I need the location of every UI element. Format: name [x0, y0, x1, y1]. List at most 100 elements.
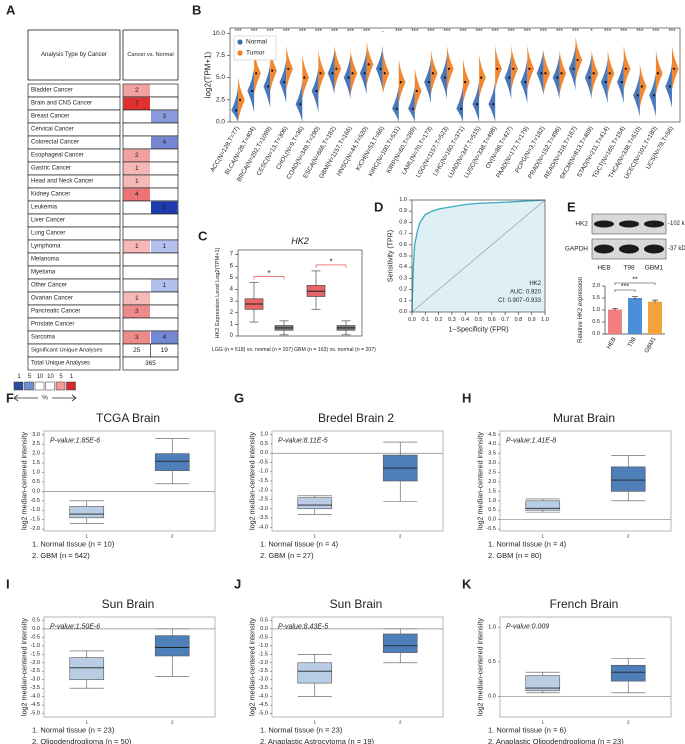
median-dot [459, 107, 463, 110]
y-tick-label: -1.5 [30, 651, 40, 657]
violin [617, 59, 624, 104]
legend-swatch [24, 381, 34, 391]
y-tick-label: 0.0 [592, 331, 600, 337]
row-name: Sarcoma [31, 335, 56, 341]
cell-value: 2 [135, 152, 139, 159]
row-name: Gastric Cancer [31, 166, 71, 172]
legend-tick: 1 [70, 374, 74, 380]
median-dot [427, 80, 430, 84]
heat-cell [123, 240, 150, 253]
legend-marker [237, 39, 243, 45]
y-tick-label: -2.5 [258, 497, 268, 503]
cell-value: 7 [135, 100, 139, 107]
median-dot [271, 69, 274, 72]
legend-tick: 10 [47, 374, 54, 380]
header-text: Cancer vs. Normal [127, 52, 173, 58]
y-tick-label: -0.5 [30, 634, 40, 640]
median-dot [492, 103, 495, 106]
violin [440, 54, 447, 99]
significance: *** [572, 29, 580, 35]
y-tick-label: 0.0 [260, 626, 268, 632]
significance: *** [636, 29, 644, 35]
cell-value: 3 [135, 334, 139, 341]
median-dot [250, 89, 254, 93]
x-tick-label: 0.8 [515, 317, 523, 323]
median-dot [335, 67, 338, 70]
x-tick-label: 0.0 [408, 317, 416, 323]
y-tick-label: -3.5 [258, 515, 268, 521]
violin [343, 54, 351, 99]
median-dot [512, 67, 515, 70]
roc-curve [411, 199, 546, 313]
x-tick-label: 2 [399, 534, 402, 539]
box [154, 453, 190, 471]
row-name: Lymphoma [31, 244, 61, 250]
blot-band [619, 220, 639, 228]
median-dot [592, 72, 595, 75]
significance: *** [460, 29, 468, 35]
row-name: Ovarian Cancer [31, 296, 73, 302]
median-dot [299, 103, 302, 106]
error-bar [652, 299, 658, 304]
y-tick-label: 0.5 [260, 441, 268, 447]
chart-title: TCGA Brain [96, 411, 160, 425]
cell-value: 8 [162, 204, 166, 211]
y-tick-label: 6 [230, 263, 234, 269]
group-label: GBM (n = 163) vs. normal (n = 207) [294, 347, 376, 353]
y-tick-label: -0.5 [258, 459, 268, 465]
violin [552, 54, 560, 99]
blot-band [644, 220, 664, 228]
median-dot [351, 72, 354, 75]
y-tick-label: 0.9 [399, 208, 407, 214]
x-tick-label: 0.3 [448, 317, 456, 323]
row-name: Colorectal Cancer [31, 140, 79, 146]
y-tick-label: 3.5 [488, 451, 496, 457]
y-tick-label: 3.0 [488, 460, 496, 466]
significance: *** [251, 29, 259, 35]
y-tick-label: 0.5 [32, 479, 40, 485]
cell-value: 1 [135, 243, 139, 250]
x-tick-label: 0.1 [421, 317, 429, 323]
cell-value: 3 [135, 308, 139, 315]
y-tick-label: 5 [230, 275, 234, 281]
chart-title: Bredel Brain 2 [318, 411, 394, 425]
significance: *** [652, 29, 660, 35]
legend-tick: 5 [59, 374, 63, 380]
significance: *** [524, 29, 532, 35]
y-tick-label: 2.5 [488, 470, 496, 476]
y-tick-label: -1.5 [258, 651, 268, 657]
box [154, 635, 190, 657]
median-dot [604, 80, 607, 84]
y-tick-label: -2.0 [258, 660, 268, 666]
violin [350, 50, 358, 95]
box [525, 675, 561, 692]
violin [584, 54, 592, 99]
row-name: Breast Cancer [31, 114, 69, 120]
y-tick-label: 7 [230, 252, 234, 258]
p-value: P-value:1.41E-8 [506, 438, 556, 445]
median-dot [475, 103, 479, 106]
median-dot [238, 98, 242, 101]
y-tick-label: 0.0 [32, 626, 40, 632]
y-tick-label: 0.3 [399, 275, 407, 281]
violin [408, 85, 415, 122]
blot-label: HK2 [575, 221, 588, 228]
y-tick-label: 1.0 [592, 307, 600, 313]
y-tick-label: 0 [230, 333, 234, 339]
cell-value: 1 [135, 178, 139, 185]
y-tick-label: 2.0 [488, 479, 496, 485]
y-tick-label: 0.0 [488, 517, 496, 523]
value-cell [122, 213, 179, 228]
row-name: Cervical Cancer [31, 127, 74, 133]
significance: *** [621, 284, 629, 291]
row-name: Lung Cancer [31, 231, 65, 237]
median-dot [415, 89, 418, 93]
cell-value: 2 [135, 87, 139, 94]
value-cell [122, 317, 179, 332]
significance-bracket [614, 289, 636, 292]
significance: *** [508, 29, 516, 35]
violin [607, 50, 615, 95]
y-tick-label: 0.7 [399, 231, 407, 237]
row-name: Significant Unique Analyses [31, 348, 103, 354]
